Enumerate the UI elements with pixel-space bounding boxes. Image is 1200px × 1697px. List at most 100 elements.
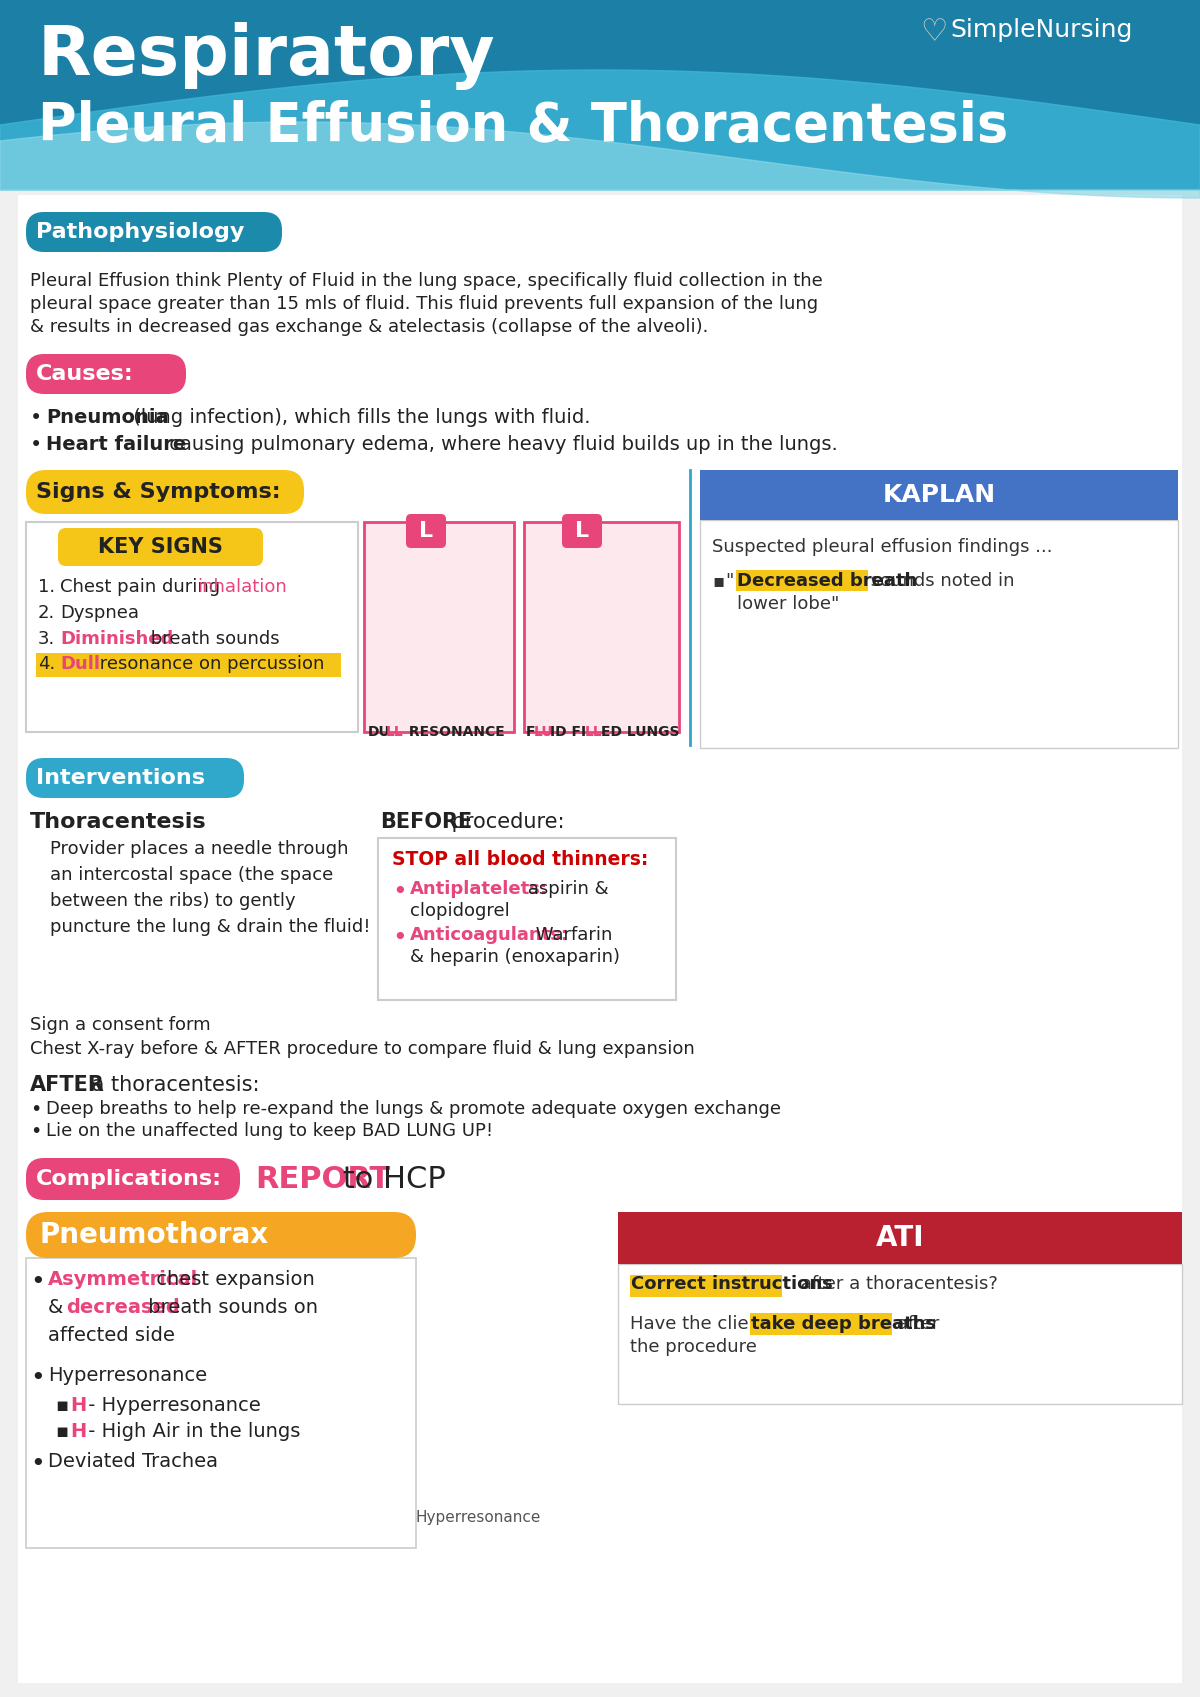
Text: Warfarin: Warfarin: [530, 927, 612, 944]
Text: •: •: [30, 1122, 41, 1140]
Text: lower lobe": lower lobe": [737, 596, 839, 613]
Text: BEFORE: BEFORE: [380, 811, 473, 832]
Text: resonance on percussion: resonance on percussion: [94, 655, 324, 674]
Bar: [378, 838, 676, 1000]
Text: between the ribs) to gently: between the ribs) to gently: [50, 893, 295, 910]
Text: - High Air in the lungs: - High Air in the lungs: [82, 1422, 300, 1441]
Text: •: •: [392, 881, 407, 905]
Bar: [0, 0, 1200, 190]
Text: Signs & Symptoms:: Signs & Symptoms:: [36, 482, 281, 502]
Text: •: •: [30, 1366, 44, 1390]
Text: Respiratory: Respiratory: [38, 22, 496, 90]
Text: & results in decreased gas exchange & atelectasis (collapse of the alveoli).: & results in decreased gas exchange & at…: [30, 317, 708, 336]
Text: 1.: 1.: [38, 579, 55, 596]
Bar: [618, 1264, 1182, 1403]
Text: RESONANCE: RESONANCE: [404, 725, 505, 738]
Text: •: •: [30, 1453, 44, 1476]
Text: Pneumonia: Pneumonia: [46, 407, 169, 428]
Text: Asymmetrical: Asymmetrical: [48, 1269, 198, 1290]
Text: Chest pain during: Chest pain during: [60, 579, 226, 596]
Text: Hyperresonance: Hyperresonance: [48, 1366, 208, 1385]
Text: Sign a consent form: Sign a consent form: [30, 1017, 211, 1033]
FancyBboxPatch shape: [58, 528, 263, 567]
Text: Diminished: Diminished: [60, 630, 173, 648]
Text: after a thoracentesis?: after a thoracentesis?: [796, 1274, 998, 1293]
Text: puncture the lung & drain the fluid!: puncture the lung & drain the fluid!: [50, 918, 371, 937]
Text: inhalation: inhalation: [197, 579, 287, 596]
Bar: [524, 523, 679, 731]
Text: 3.: 3.: [38, 630, 55, 648]
Text: Complications:: Complications:: [36, 1169, 222, 1190]
Text: H: H: [70, 1422, 86, 1441]
FancyBboxPatch shape: [406, 514, 446, 548]
Bar: [750, 1313, 892, 1336]
Text: chest expansion: chest expansion: [150, 1269, 314, 1290]
Text: aspirin &: aspirin &: [522, 881, 608, 898]
Text: Hyperresonance: Hyperresonance: [415, 1510, 541, 1526]
Text: L: L: [419, 521, 433, 541]
Text: Pleural Effusion & Thoracentesis: Pleural Effusion & Thoracentesis: [38, 100, 1008, 153]
FancyBboxPatch shape: [26, 759, 244, 798]
Text: after: after: [892, 1315, 940, 1334]
Text: H: H: [70, 1397, 86, 1415]
Text: Anticoagulants:: Anticoagulants:: [410, 927, 569, 944]
Text: •: •: [30, 434, 42, 455]
Text: breath sounds: breath sounds: [145, 630, 280, 648]
Bar: [0, 188, 1200, 1697]
Text: Thoracentesis: Thoracentesis: [30, 811, 206, 832]
Text: Pathophysiology: Pathophysiology: [36, 222, 245, 243]
Text: Dyspnea: Dyspnea: [60, 604, 139, 623]
Text: causing pulmonary edema, where heavy fluid builds up in the lungs.: causing pulmonary edema, where heavy flu…: [163, 434, 838, 455]
Text: Deep breaths to help re-expand the lungs & promote adequate oxygen exchange: Deep breaths to help re-expand the lungs…: [46, 1100, 781, 1118]
Text: Antiplatelets:: Antiplatelets:: [410, 881, 548, 898]
Text: Have the client: Have the client: [630, 1315, 773, 1334]
Text: Deviated Trachea: Deviated Trachea: [48, 1453, 218, 1471]
Text: AFTER: AFTER: [30, 1074, 104, 1095]
Text: pleural space greater than 15 mls of fluid. This fluid prevents full expansion o: pleural space greater than 15 mls of flu…: [30, 295, 818, 312]
FancyBboxPatch shape: [26, 1157, 240, 1200]
Text: ▪: ▪: [712, 572, 725, 591]
Text: LL: LL: [386, 725, 403, 738]
Text: Interventions: Interventions: [36, 769, 205, 787]
Text: Chest X-ray before & AFTER procedure to compare fluid & lung expansion: Chest X-ray before & AFTER procedure to …: [30, 1040, 695, 1057]
Text: the procedure: the procedure: [630, 1337, 757, 1356]
FancyBboxPatch shape: [26, 355, 186, 394]
Text: Pleural Effusion think Plenty of Fluid in the lung space, specifically fluid col: Pleural Effusion think Plenty of Fluid i…: [30, 272, 823, 290]
Text: LL: LL: [586, 725, 602, 738]
Text: •: •: [30, 407, 42, 428]
Text: - Hyperresonance: - Hyperresonance: [82, 1397, 260, 1415]
Text: ♡: ♡: [920, 19, 947, 48]
Text: take deep breaths: take deep breaths: [751, 1315, 936, 1334]
Text: Lie on the unaffected lung to keep BAD LUNG UP!: Lie on the unaffected lung to keep BAD L…: [46, 1122, 493, 1140]
Text: sounds noted in: sounds noted in: [865, 572, 1014, 591]
Bar: [630, 1274, 782, 1297]
Bar: [18, 195, 1182, 1683]
Text: & heparin (enoxaparin): & heparin (enoxaparin): [410, 949, 620, 966]
Text: Pneumothorax: Pneumothorax: [40, 1222, 269, 1249]
Text: &: &: [48, 1298, 70, 1317]
Bar: [364, 523, 514, 731]
Text: F: F: [526, 725, 535, 738]
FancyBboxPatch shape: [562, 514, 602, 548]
Text: ATI: ATI: [876, 1224, 924, 1252]
Bar: [700, 519, 1178, 748]
Text: procedure:: procedure:: [445, 811, 564, 832]
Bar: [36, 653, 341, 677]
Text: (lung infection), which fills the lungs with fluid.: (lung infection), which fills the lungs …: [127, 407, 590, 428]
Text: 4.: 4.: [38, 655, 55, 674]
Text: Provider places a needle through: Provider places a needle through: [50, 840, 348, 859]
Text: breath sounds on: breath sounds on: [143, 1298, 318, 1317]
Text: DU: DU: [368, 725, 391, 738]
Text: ": ": [725, 572, 733, 591]
Text: LU: LU: [534, 725, 553, 738]
Text: ▪: ▪: [55, 1397, 68, 1415]
FancyBboxPatch shape: [26, 1212, 416, 1257]
Text: ▪: ▪: [55, 1422, 68, 1441]
Text: SimpleNursing: SimpleNursing: [950, 19, 1133, 42]
Bar: [26, 1257, 416, 1548]
Text: a thoracentesis:: a thoracentesis:: [85, 1074, 259, 1095]
Text: Heart failure: Heart failure: [46, 434, 186, 455]
Text: decreased: decreased: [66, 1298, 180, 1317]
Text: KEY SIGNS: KEY SIGNS: [97, 536, 222, 557]
Text: 2.: 2.: [38, 604, 55, 623]
